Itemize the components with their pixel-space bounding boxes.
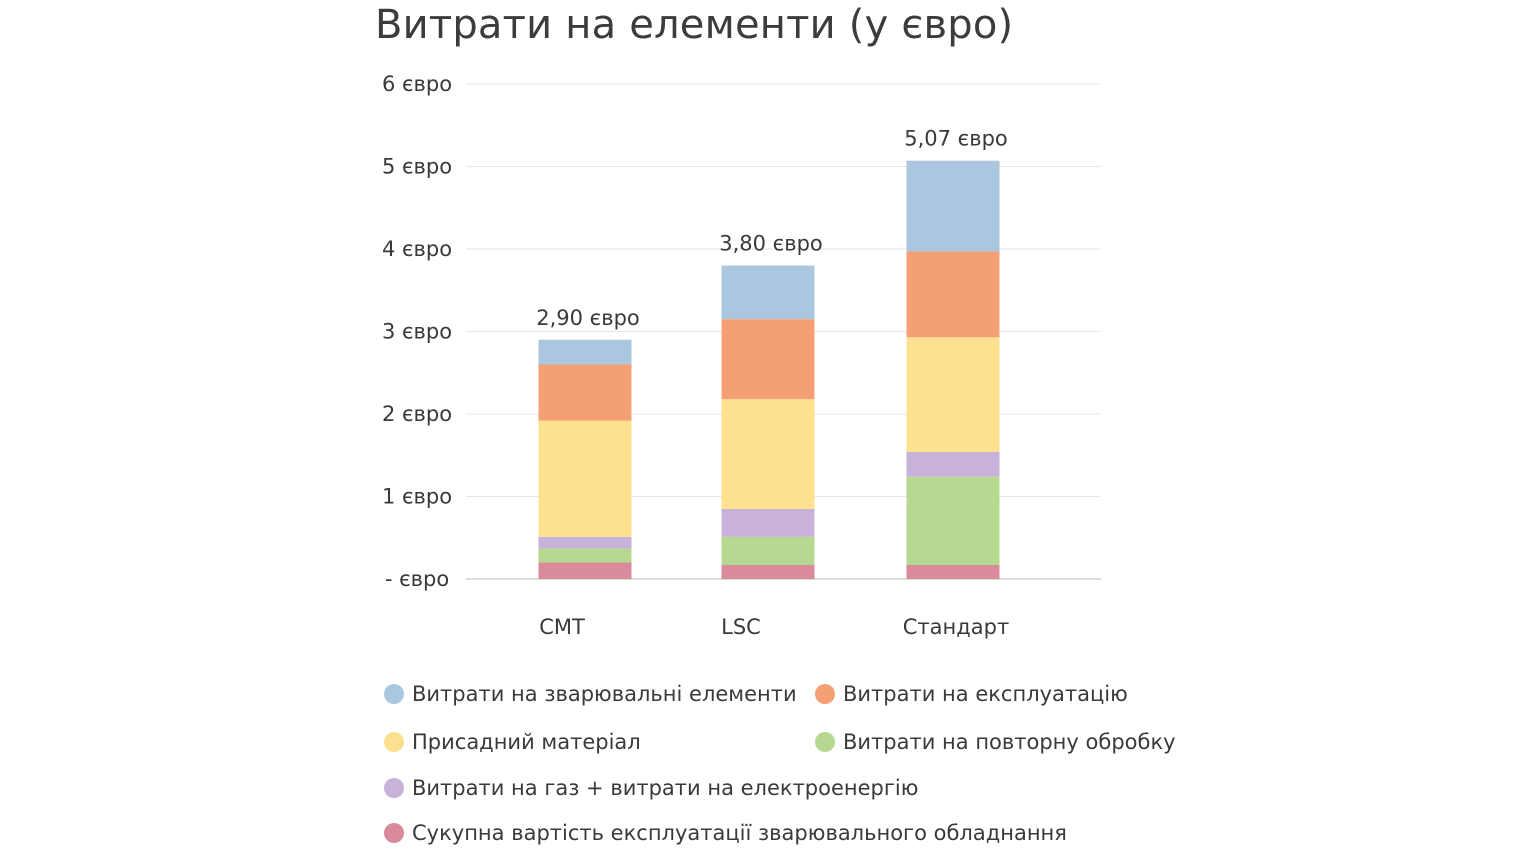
legend-label: Присадний матеріал [412, 730, 641, 754]
x-tick-label: LSC [721, 615, 761, 639]
bar-segment [538, 364, 632, 421]
bar-segment [721, 399, 815, 509]
bar-total-label: 2,90 євро [536, 306, 640, 330]
legend-swatch [815, 732, 835, 752]
legend-item: Сукупна вартість експлуатації зварювальн… [384, 821, 1067, 845]
y-tick-label: 6 євро [382, 72, 452, 96]
bar-segment [538, 420, 632, 537]
bar-segment [906, 564, 1000, 579]
legend-label: Витрати на газ + витрати на електроенерг… [412, 776, 919, 800]
bars [538, 160, 1000, 579]
bar-total-label: 5,07 євро [904, 127, 1008, 151]
x-tick-label: CMT [539, 615, 585, 639]
legend-label: Сукупна вартість експлуатації зварювальн… [412, 821, 1067, 845]
legend-swatch [384, 732, 404, 752]
y-tick-label: 3 євро [382, 320, 452, 344]
bar-segment [538, 548, 632, 563]
legend-item: Витрати на експлуатацію [815, 682, 1128, 706]
legend-item: Витрати на повторну обробку [815, 730, 1176, 754]
bar-total-label: 3,80 євро [719, 232, 823, 256]
legend-item: Присадний матеріал [384, 730, 641, 754]
bar-segment [906, 337, 1000, 452]
y-tick-label: 5 євро [382, 155, 452, 179]
bar-segment [538, 339, 632, 365]
bar-segment [721, 265, 815, 320]
x-axis-ticks: CMT LSC Стандарт [539, 615, 1009, 639]
bar-segment [538, 536, 632, 549]
legend-item: Витрати на газ + витрати на електроенерг… [384, 776, 918, 800]
y-tick-label: 2 євро [382, 402, 452, 426]
legend-label: Витрати на зварювальні елементи [412, 682, 797, 706]
legend-label: Витрати на експлуатацію [843, 682, 1128, 706]
bar-segment [906, 451, 1000, 477]
y-tick-label: 4 євро [382, 237, 452, 261]
bar-segment [906, 160, 1000, 252]
y-tick-label: 1 євро [382, 485, 452, 509]
bar-segment [721, 508, 815, 537]
y-tick-label: - євро [385, 567, 449, 591]
bar-segment [906, 251, 1000, 338]
y-axis-ticks: - євро 1 євро 2 євро 3 євро 4 євро 5 євро 6 єв… [382, 72, 452, 591]
chart-title: Витрати на елементи (у євро) [375, 2, 1014, 48]
legend-swatch [384, 823, 404, 843]
legend-swatch [384, 684, 404, 704]
x-tick-label: Стандарт [903, 615, 1009, 639]
legend-swatch [384, 778, 404, 798]
bar-segment [721, 564, 815, 579]
legend-label: Витрати на повторну обробку [843, 730, 1176, 754]
legend-item: Витрати на зварювальні елементи [384, 682, 797, 706]
legend-swatch [815, 684, 835, 704]
bar-segment [538, 562, 632, 579]
total-labels: 2,90 євро 3,80 євро 5,07 євро [536, 127, 1008, 330]
bar-segment [721, 536, 815, 565]
bar-segment [906, 476, 1000, 565]
bar-segment [721, 319, 815, 400]
